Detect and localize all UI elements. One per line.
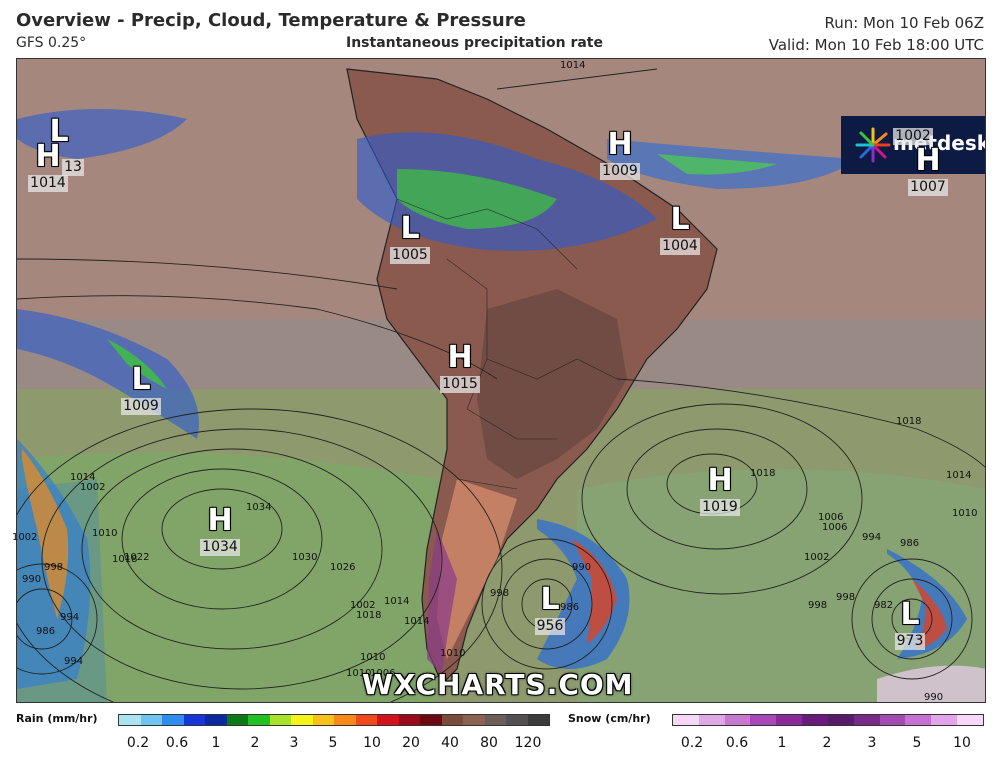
pressure-value: 1034 [200,539,240,556]
pressure-value: 1007 [908,179,948,196]
pressure-symbol: H [434,343,486,373]
pressure-value: 1019 [700,499,740,516]
colorbar-tick-label: 120 [515,735,542,751]
colorbar-tick-label: 0.6 [166,735,188,751]
colorbar-tick-label: 10 [953,735,971,751]
pressure-symbol: L [654,205,706,235]
colorbar-swatch [854,715,880,725]
pressure-center-low: L 973 [884,600,936,650]
colorbar-swatch [399,715,421,725]
pressure-center-high: H 1009 [594,130,646,180]
pressure-symbol: L [384,214,436,244]
colorbar-tick-label: 2 [251,735,260,751]
colorbar-swatch [463,715,485,725]
pressure-center-high: H 1015 [434,343,486,393]
colorbar-swatch [506,715,528,725]
chart-title: Overview - Precip, Cloud, Temperature & … [16,10,526,31]
colorbar-swatch [184,715,206,725]
colorbar-swatch [699,715,725,725]
colorbar-tick-label: 10 [363,735,381,751]
legend: Rain (mm/hr) 0.2 0.6 1 2 3 5 10 20 40 80 120 Snow … [0,710,1000,767]
colorbar-swatch [828,715,854,725]
pressure-value: 1009 [121,398,161,415]
pressure-value: 1014 [28,175,68,192]
colorbar-swatch [957,715,983,725]
colorbar-swatch [227,715,249,725]
colorbar-tick-label: 5 [329,735,338,751]
colorbar-tick-label: 3 [868,735,877,751]
pressure-center-low: L 1004 [654,205,706,255]
colorbar-swatch [248,715,270,725]
pressure-symbol: L [115,365,167,395]
colorbar-tick-label: 0.2 [681,735,703,751]
colorbar-tick-label: 1 [212,735,221,751]
pressure-center-high: H 1019 [694,466,746,516]
colorbar-tick-label: 0.6 [726,735,748,751]
pressure-center-high: H 1014 [24,142,72,192]
colorbar-swatch [420,715,442,725]
colorbar-swatch [270,715,292,725]
snow-legend-label: Snow (cm/hr) [568,712,651,725]
colorbar-swatch [725,715,751,725]
colorbar-tick-label: 3 [290,735,299,751]
pressure-symbol: H [902,146,954,176]
valid-time: Valid: Mon 10 Feb 18:00 UTC [769,36,984,54]
colorbar-tick-label: 40 [441,735,459,751]
pressure-value: 1009 [600,163,640,180]
colorbar-swatch [141,715,163,725]
snow-colorbar [672,714,984,726]
chart-subtitle: Instantaneous precipitation rate [346,35,603,51]
colorbar-swatch [485,715,507,725]
pressure-center-high: H 1034 [194,506,246,556]
model-label: GFS 0.25° [16,35,86,51]
pressure-value: 1004 [660,238,700,255]
pressure-value: 1015 [440,376,480,393]
colorbar-tick-label: 80 [480,735,498,751]
colorbar-swatch [776,715,802,725]
colorbar-swatch [377,715,399,725]
colorbar-tick-label: 1 [778,735,787,751]
colorbar-swatch [880,715,906,725]
colorbar-swatch [291,715,313,725]
pressure-center-low: L 1009 [115,365,167,415]
colorbar-swatch [931,715,957,725]
colorbar-swatch [673,715,699,725]
pressure-symbol: L [524,585,576,615]
pressure-value: 1005 [390,247,430,264]
pressure-center-high: H 1007 [902,146,954,196]
pressure-symbol: H [594,130,646,160]
pressure-symbol: H [694,466,746,496]
colorbar-tick-label: 5 [913,735,922,751]
rain-colorbar [118,714,550,726]
header: Overview - Precip, Cloud, Temperature & … [0,0,1000,58]
colorbar-swatch [528,715,550,725]
pressure-center-low: L 1005 [384,214,436,264]
colorbar-swatch [442,715,464,725]
colorbar-swatch [119,715,141,725]
pressure-value: 973 [895,633,926,650]
colorbar-swatch [356,715,378,725]
colorbar-swatch [802,715,828,725]
colorbar-swatch [905,715,931,725]
pressure-symbol: L [884,600,936,630]
colorbar-swatch [334,715,356,725]
pressure-symbol: H [194,506,246,536]
pressure-symbol: H [24,142,72,172]
rain-legend-label: Rain (mm/hr) [16,712,98,725]
colorbar-tick-label: 0.2 [127,735,149,751]
colorbar-swatch [313,715,335,725]
colorbar-swatch [162,715,184,725]
pressure-value: 956 [535,618,566,635]
run-time: Run: Mon 10 Feb 06Z [824,14,984,32]
colorbar-tick-label: 2 [823,735,832,751]
colorbar-swatch [750,715,776,725]
colorbar-tick-label: 20 [402,735,420,751]
wxcharts-watermark: WXCHARTS.COM [362,668,634,701]
pressure-center-low: L 956 [524,585,576,635]
pressure-value-1002: 1002 [887,125,939,145]
colorbar-swatch [205,715,227,725]
